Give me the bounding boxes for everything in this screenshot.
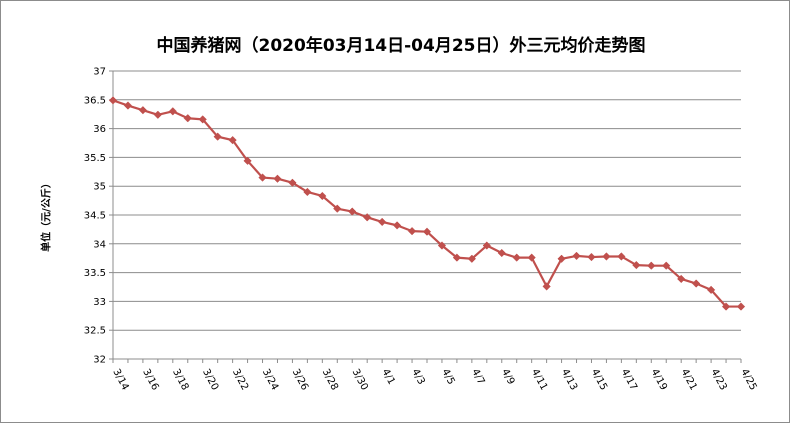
data-point: [721, 302, 731, 311]
x-tick-label: 3/26: [290, 367, 310, 392]
data-point: [243, 156, 252, 166]
data-point: [587, 252, 596, 262]
data-point: [422, 227, 432, 236]
x-tick-label: 4/7: [469, 367, 486, 386]
data-point: [677, 274, 686, 284]
x-tick-label: 3/30: [350, 367, 370, 392]
y-tick-label: 36: [93, 124, 106, 135]
x-tick-label: 4/13: [559, 367, 579, 392]
x-tick-label: 3/28: [320, 367, 340, 392]
data-point: [228, 135, 237, 145]
data-point: [377, 217, 387, 227]
x-tick-label: 4/9: [499, 367, 516, 386]
x-tick-label: 3/14: [110, 367, 130, 392]
series-line: [112, 99, 741, 308]
data-point: [557, 254, 566, 263]
y-tick-label: 37: [93, 67, 106, 78]
data-point: [273, 174, 282, 183]
data-point: [213, 132, 222, 141]
data-point: [407, 226, 417, 236]
data-point: [288, 178, 297, 187]
chart-title: 中国养猪网（2020年03月14日-04月25日）外三元均价走势图: [156, 36, 646, 56]
data-point: [691, 279, 701, 288]
data-point: [258, 173, 267, 182]
data-point: [602, 252, 611, 261]
x-tick-label: 4/1: [379, 367, 396, 386]
data-point: [467, 254, 477, 263]
data-point: [303, 187, 312, 197]
x-tick-label: 4/25: [738, 367, 758, 392]
data-point: [572, 251, 581, 261]
data-point: [392, 221, 402, 230]
data-point: [363, 213, 372, 222]
data-point: [183, 114, 192, 123]
y-tick-label: 34.5: [84, 211, 106, 222]
x-tick-label: 3/18: [170, 367, 190, 392]
data-point: [333, 204, 342, 213]
data-point: [168, 107, 177, 116]
data-point: [632, 260, 641, 270]
data-point: [662, 261, 671, 270]
x-tick-label: 3/16: [140, 367, 160, 392]
data-point: [736, 302, 746, 311]
x-tick-label: 4/19: [649, 367, 669, 392]
data-point: [542, 282, 551, 291]
data-point: [452, 253, 462, 262]
y-tick-label: 34: [93, 239, 106, 250]
y-tick-label: 36.5: [84, 95, 106, 106]
y-tick-label: 32.5: [84, 326, 106, 337]
data-point: [108, 96, 118, 105]
data-point: [497, 248, 506, 258]
x-tick-label: 4/21: [679, 367, 699, 392]
data-point: [647, 261, 656, 270]
y-tick-label: 33: [93, 297, 106, 308]
data-point: [482, 241, 491, 250]
x-tick-label: 3/24: [260, 367, 280, 392]
x-tick-label: 4/15: [589, 367, 609, 392]
y-tick-label: 33.5: [84, 268, 106, 279]
y-tick-label: 35.5: [84, 153, 106, 164]
data-point: [706, 285, 716, 295]
data-point: [123, 101, 133, 110]
x-tick-label: 3/20: [200, 367, 220, 392]
data-point: [153, 110, 163, 119]
x-tick-label: 4/5: [439, 367, 456, 386]
y-tick-label: 35: [93, 182, 106, 193]
data-point: [527, 253, 536, 262]
data-point: [198, 115, 207, 124]
x-tick-label: 4/11: [529, 367, 549, 392]
data-point: [512, 253, 521, 262]
x-tick-label: 3/22: [230, 367, 250, 392]
y-tick-label: 32: [93, 355, 106, 366]
data-point: [348, 207, 357, 216]
data-point: [138, 106, 148, 115]
data-point: [617, 252, 626, 261]
x-tick-label: 4/23: [708, 367, 728, 392]
data-point: [318, 191, 327, 201]
x-tick-label: 4/3: [409, 367, 426, 386]
data-point: [437, 241, 447, 250]
x-tick-label: 4/17: [619, 367, 639, 392]
